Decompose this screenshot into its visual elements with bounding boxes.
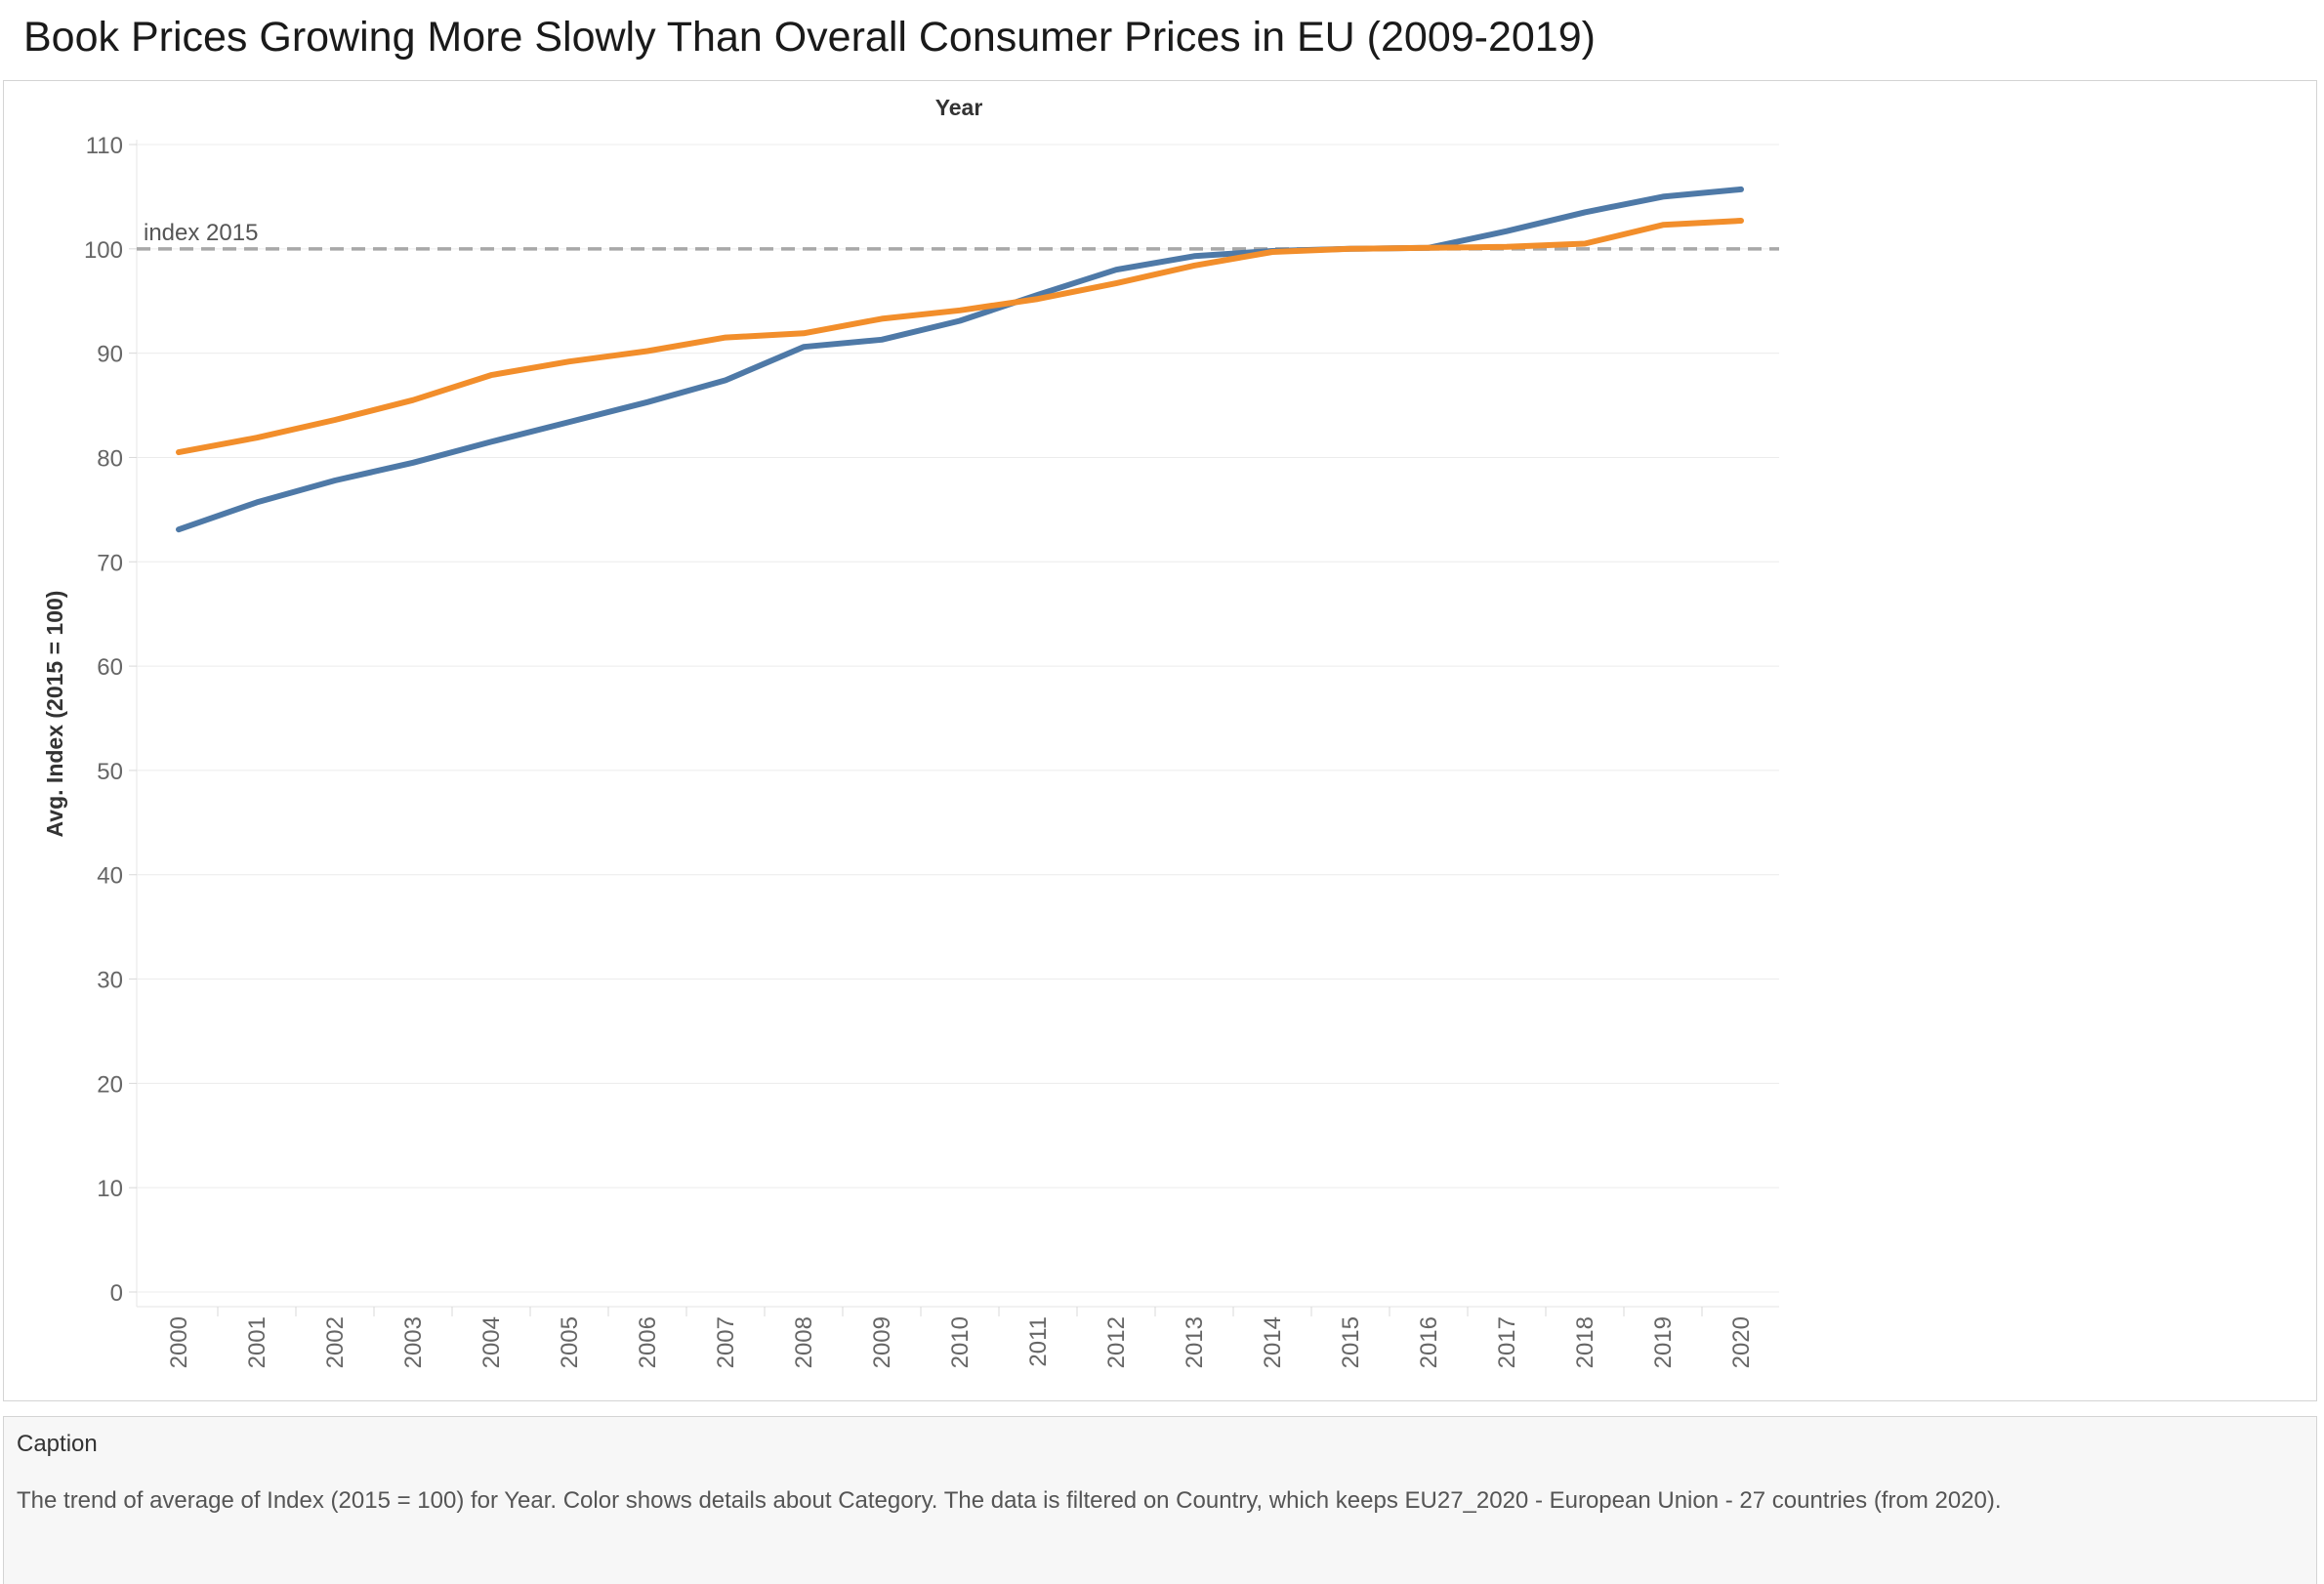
line-chart: index 2015 0 10 20 30 40 50 60 70 80 90 100 110 200…: [42, 95, 1779, 1368]
x-tick-label: 2004: [478, 1316, 505, 1368]
y-tick-label: 30: [97, 968, 123, 994]
x-tick-label: 2014: [1260, 1316, 1286, 1368]
x-axis-ticks: 2000 2001 2002 2003 2004 2005 2006 2007 2008 2009…: [166, 1307, 1755, 1368]
x-tick-label: 2020: [1728, 1316, 1755, 1368]
y-tick-label: 100: [84, 237, 123, 264]
x-tick-label: 2011: [1025, 1316, 1052, 1367]
y-tick-label: 40: [97, 863, 123, 890]
series-line-2: [176, 218, 1744, 456]
x-tick-label: 2019: [1650, 1316, 1677, 1368]
y-tick-label: 80: [97, 445, 123, 472]
y-tick-label: 110: [86, 133, 123, 159]
reference-line-label: index 2015: [144, 220, 258, 246]
y-axis-title: Avg. Index (2015 = 100): [42, 591, 67, 838]
chart-title: Book Prices Growing More Slowly Than Ove…: [23, 14, 1596, 61]
x-tick-label: 2012: [1103, 1316, 1130, 1368]
x-tick-label: 2018: [1572, 1316, 1598, 1368]
x-tick-label: 2009: [869, 1316, 895, 1368]
x-tick-label: 2005: [557, 1316, 583, 1368]
x-tick-label: 2008: [791, 1316, 817, 1368]
series-lines: [176, 186, 1744, 533]
y-tick-label: 70: [97, 550, 123, 576]
chart-panel: index 2015 0 10 20 30 40 50 60 70 80 90 100 110 200…: [3, 80, 2317, 1401]
x-tick-label: 2007: [713, 1316, 739, 1368]
x-tick-label: 2003: [400, 1316, 427, 1368]
caption-text: The trend of average of Index (2015 = 10…: [17, 1487, 2002, 1514]
y-tick-label: 0: [110, 1280, 123, 1307]
x-tick-label: 2010: [947, 1316, 974, 1368]
x-tick-label: 2016: [1416, 1316, 1442, 1368]
y-axis-ticks: 0 10 20 30 40 50 60 70 80 90 100 110: [84, 133, 137, 1307]
x-tick-label: 2002: [322, 1316, 349, 1368]
x-tick-label: 2013: [1182, 1316, 1208, 1368]
x-tick-label: 2015: [1338, 1316, 1364, 1368]
y-tick-label: 60: [97, 654, 123, 681]
x-tick-label: 2000: [166, 1316, 192, 1368]
caption-title: Caption: [17, 1431, 98, 1457]
x-tick-label: 2001: [244, 1316, 270, 1368]
series-line-1: [176, 186, 1744, 533]
x-axis-title: Year: [935, 95, 983, 120]
caption-panel: Caption The trend of average of Index (2…: [3, 1416, 2317, 1584]
y-tick-label: 90: [97, 342, 123, 368]
reference-line-group: index 2015: [137, 220, 1779, 251]
y-tick-label: 10: [97, 1176, 123, 1202]
gridlines: [136, 140, 1779, 1308]
y-tick-label: 50: [97, 759, 123, 785]
x-tick-label: 2017: [1494, 1316, 1520, 1368]
y-tick-label: 20: [97, 1071, 123, 1098]
x-tick-label: 2006: [635, 1316, 661, 1368]
